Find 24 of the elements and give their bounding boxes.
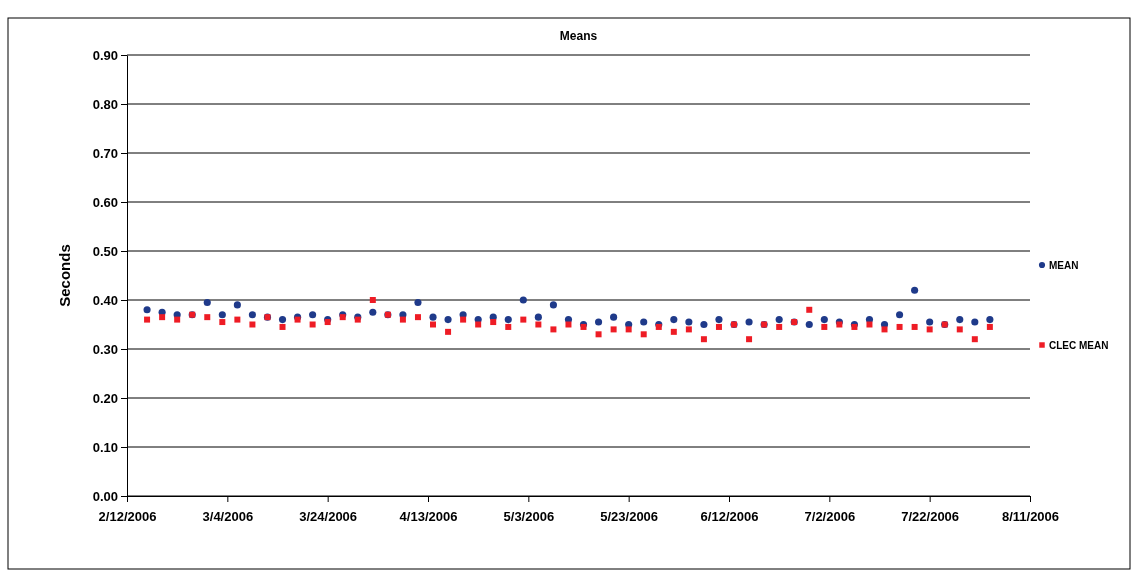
x-tick-label: 5/3/2006 — [503, 508, 555, 524]
y-tick-label: 0.70 — [92, 145, 118, 161]
x-tick-label: 7/22/2006 — [901, 508, 960, 524]
x-tick-label: 2/12/2006 — [98, 508, 157, 524]
y-tick-label: 0.40 — [92, 292, 118, 308]
y-tick-label: 0.60 — [92, 194, 118, 210]
x-tick-label: 3/24/2006 — [299, 508, 358, 524]
legend-label: CLEC MEAN — [1049, 340, 1109, 351]
y-tick-label: 0.80 — [92, 96, 118, 112]
x-tick-label: 5/23/2006 — [600, 508, 659, 524]
y-tick-label: 0.90 — [92, 47, 118, 63]
legend-label: MEAN — [1049, 260, 1079, 271]
x-tick-label: 4/13/2006 — [399, 508, 458, 524]
y-tick-label: 0.10 — [92, 439, 118, 455]
y-tick-label: 0.00 — [92, 488, 118, 504]
y-axis-title: Seconds — [56, 244, 73, 307]
x-tick-label: 6/12/2006 — [700, 508, 759, 524]
y-tick-label: 0.20 — [92, 390, 118, 406]
x-tick-label: 7/2/2006 — [804, 508, 856, 524]
y-tick-label: 0.30 — [92, 341, 118, 357]
chart-title: Means — [559, 29, 598, 43]
x-tick-label: 8/11/2006 — [1001, 508, 1060, 524]
y-tick-label: 0.50 — [92, 243, 118, 259]
x-tick-label: 3/4/2006 — [202, 508, 254, 524]
